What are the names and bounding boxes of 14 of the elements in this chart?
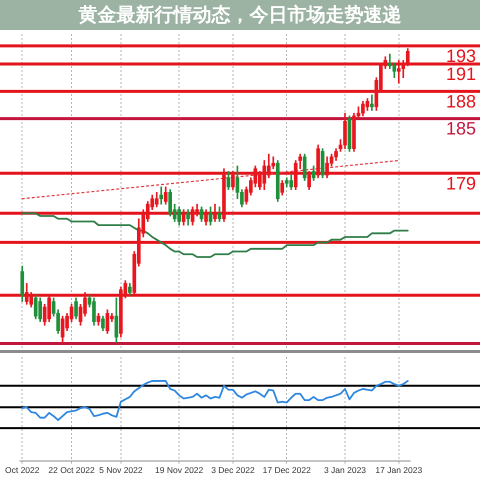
ref-line-label: 191 [446, 64, 476, 84]
ref-line-label: 188 [446, 91, 476, 112]
x-tick-label: 17 Jan 2023 [375, 465, 422, 476]
x-tick-label: 17 Dec 2022 [262, 465, 312, 476]
ref-line-label: 193 [446, 46, 476, 66]
x-tick-label: 3 Dec 2022 [211, 465, 255, 476]
ref-line-label: 185 [446, 118, 476, 139]
x-tick-label: 19 Nov 2022 [155, 465, 204, 476]
x-tick-label: Oct 2022 [4, 465, 40, 476]
x-tick-label: 5 Nov 2022 [99, 465, 143, 476]
x-tick-label: 3 Jan 2023 [324, 465, 366, 476]
chart-title: 黄金最新行情动态，今日市场走势速递 [0, 0, 480, 30]
x-tick-label: 22 Oct 2022 [48, 465, 95, 476]
ref-line-label: 179 [446, 173, 476, 194]
